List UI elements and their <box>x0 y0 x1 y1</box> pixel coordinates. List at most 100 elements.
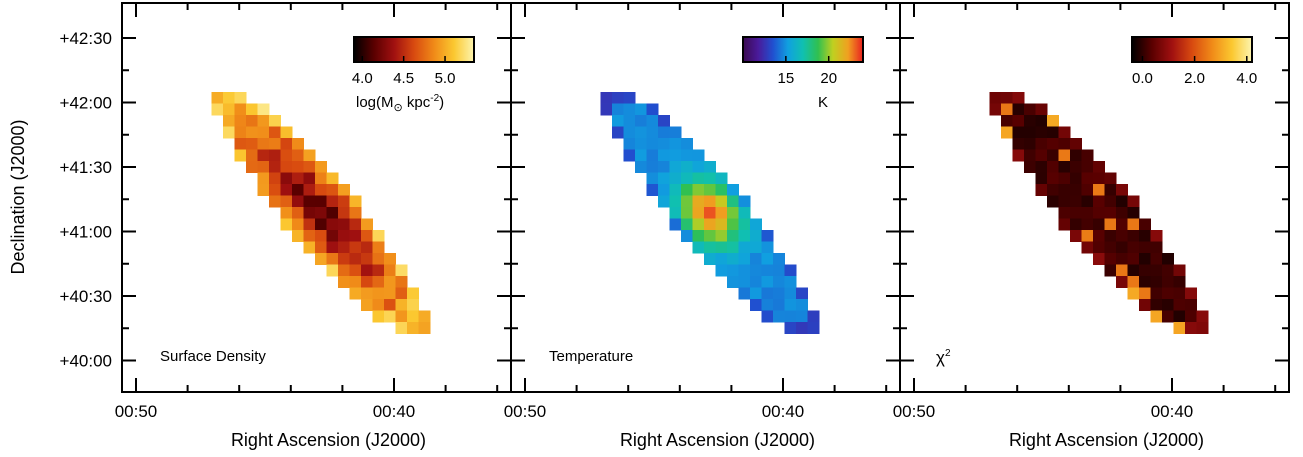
colorbar-tick-label: 0.0 <box>1132 70 1153 87</box>
heatmap-cell <box>361 241 373 254</box>
heatmap-cell <box>338 184 350 196</box>
heatmap-cell <box>315 218 327 231</box>
heatmap-cell <box>292 172 304 185</box>
heatmap-cell <box>303 161 316 173</box>
heatmap-cell <box>773 310 785 323</box>
heatmap-cell <box>600 92 613 104</box>
colorbar <box>742 36 864 63</box>
heatmap-cell <box>1127 253 1140 265</box>
heatmap-cell <box>646 115 659 127</box>
heatmap-cell <box>773 264 785 277</box>
panel-2: 00:50 00:40 Right Ascension (J2000) Tempera… <box>504 2 901 450</box>
heatmap-cell <box>761 241 774 254</box>
heatmap-cell <box>280 207 293 219</box>
colorbar-tick-label: 20 <box>820 70 837 87</box>
chi-symbol: χ <box>936 348 945 367</box>
heatmap-cell <box>658 161 670 173</box>
heatmap-cell <box>692 207 705 219</box>
heatmap-cell <box>727 207 739 219</box>
heatmap-cell <box>395 276 408 288</box>
heatmap-cell <box>1139 287 1151 300</box>
heatmap-cell <box>715 253 728 265</box>
heatmap-cell <box>807 310 820 323</box>
heatmap-cell <box>681 207 693 219</box>
heatmap-cell <box>692 149 705 162</box>
heatmap-cell <box>646 172 659 185</box>
heatmap-cell <box>692 161 705 173</box>
heatmap-cell <box>692 184 705 196</box>
heatmap-cell <box>658 126 670 139</box>
x-tick-label: 00:40 <box>762 402 805 421</box>
heatmap-cell <box>727 253 739 265</box>
heatmap-cell <box>315 184 327 196</box>
heatmap-cell <box>692 218 705 231</box>
heatmap-cell <box>796 322 808 334</box>
heatmap-cell <box>635 126 647 139</box>
heatmap-cell <box>1104 195 1117 208</box>
heatmap-cell <box>1035 172 1048 185</box>
heatmap-cell <box>1070 184 1082 196</box>
heatmap-cell <box>669 138 682 150</box>
heatmap-cell <box>384 299 396 311</box>
heatmap-cell <box>1035 126 1048 139</box>
heatmap-cell <box>727 264 739 277</box>
y-axis-title: Declination (J2000) <box>8 119 28 274</box>
heatmap-cell <box>1104 264 1117 277</box>
heatmap-cell <box>1058 172 1071 185</box>
heatmap-cell <box>750 253 762 265</box>
heatmap-cell <box>658 115 670 127</box>
heatmap-cell <box>384 253 396 265</box>
heatmap-cell <box>269 126 281 139</box>
heatmap-cell <box>1058 218 1071 231</box>
heatmap-cell <box>315 230 327 242</box>
heatmap-cell <box>784 264 797 277</box>
heatmap-cell <box>750 218 762 231</box>
heatmap-cell <box>372 253 385 265</box>
heatmap-cell <box>372 241 385 254</box>
heatmap-cell <box>1070 161 1082 173</box>
heatmap-cell <box>715 230 728 242</box>
heatmap-cell <box>1047 184 1059 196</box>
heatmap-cell <box>681 218 693 231</box>
colorbar <box>1131 36 1253 63</box>
heatmap-cell <box>1058 207 1071 219</box>
heatmap-cell <box>418 310 431 323</box>
heatmap-cell <box>1116 230 1128 242</box>
heatmap-cell <box>395 287 408 300</box>
heatmap-cell <box>784 299 797 311</box>
heatmap-cell <box>246 103 258 116</box>
heatmap-cell <box>257 172 270 185</box>
heatmap-cell <box>761 299 774 311</box>
heatmap-cell <box>303 230 316 242</box>
heatmap-cell <box>372 299 385 311</box>
x-tick-label: 00:50 <box>893 402 936 421</box>
heatmap-cell <box>1058 138 1071 150</box>
heatmap-cell <box>1093 241 1105 254</box>
heatmap-cell <box>1162 264 1174 277</box>
heatmap-cell <box>315 241 327 254</box>
heatmap-cell <box>1150 264 1163 277</box>
heatmap-cell <box>1127 287 1140 300</box>
heatmap-cell <box>234 103 247 116</box>
heatmap-cell <box>1081 207 1094 219</box>
heatmap-cell <box>1185 287 1197 300</box>
heatmap-cell <box>761 230 774 242</box>
heatmap-cell <box>658 184 670 196</box>
heatmap-cell <box>1150 287 1163 300</box>
heatmap-cell <box>1024 103 1036 116</box>
heatmap-cell <box>692 195 705 208</box>
heatmap-cell <box>1116 276 1128 288</box>
heatmap-cell <box>669 195 682 208</box>
heatmap-cell <box>692 172 705 185</box>
y-tick-label: +42:30 <box>60 29 112 48</box>
heatmap-cell <box>715 195 728 208</box>
heatmap-cell <box>1093 172 1105 185</box>
heatmap-cell <box>1139 264 1151 277</box>
heatmap-cell <box>1012 138 1025 150</box>
heatmap-cell <box>623 92 636 104</box>
heatmap-cell <box>407 310 419 323</box>
heatmap-cell <box>1001 92 1013 104</box>
heatmap-cell <box>1035 149 1048 162</box>
heatmap-cell <box>1173 287 1186 300</box>
heatmap-cell <box>292 195 304 208</box>
